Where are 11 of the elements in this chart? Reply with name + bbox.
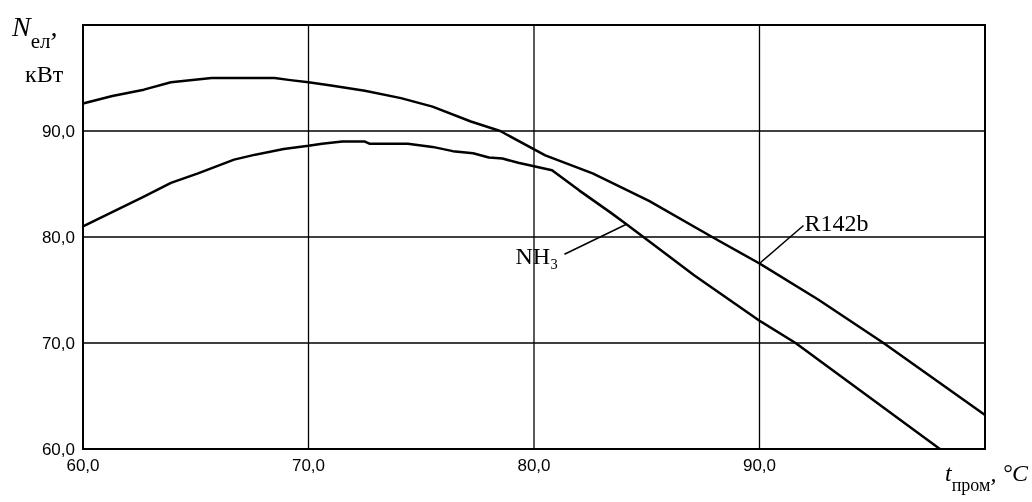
series-label: R142b	[804, 209, 869, 236]
x-tick-label: 60,0	[66, 456, 100, 475]
x-tick-label: 70,0	[291, 456, 326, 475]
y-tick-label: 80,0	[41, 228, 75, 247]
y-tick-label: 70,0	[41, 334, 75, 353]
x-tick-label: 80,0	[517, 456, 551, 475]
y-tick-label: 90,0	[41, 122, 75, 141]
y-axis-title: N$_{ел}$, кВт	[11, 11, 64, 87]
x-tick-label: 90,0	[742, 456, 777, 475]
x-axis-title: t$_{пром}$, °C	[945, 460, 1029, 495]
y-tick-label: 60,0	[41, 440, 75, 459]
